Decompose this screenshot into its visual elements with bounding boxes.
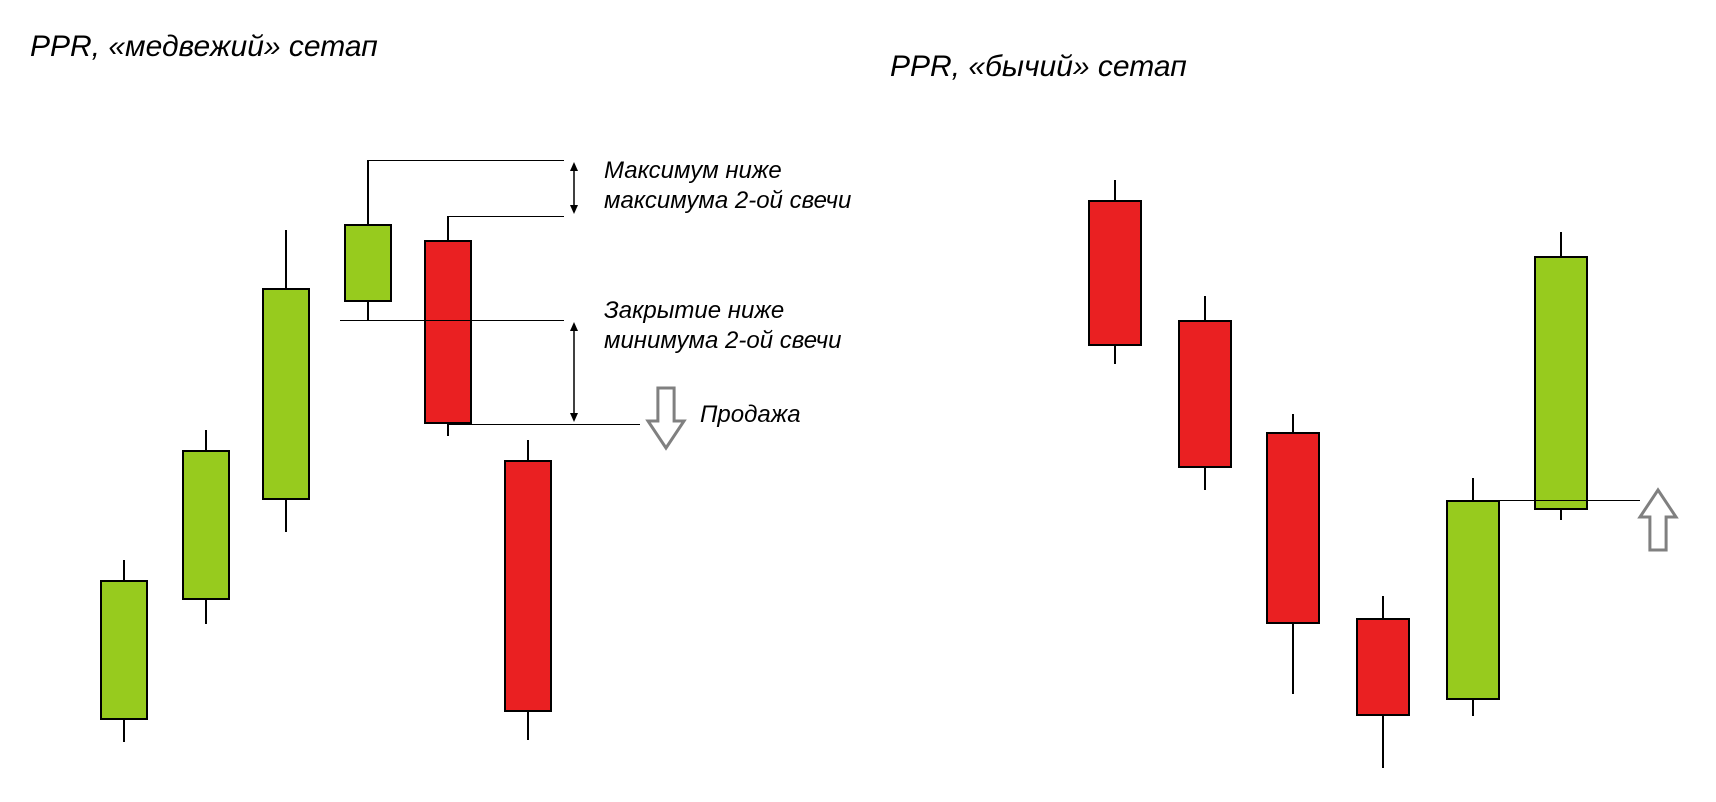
- bearish-guide-3: [448, 424, 640, 425]
- bearish-title: PPR, «медвежий» сетап: [30, 30, 378, 64]
- annotation-max: Максимум ниже максимума 2-ой свечи: [604, 156, 851, 216]
- annotation-sell-text: Продажа: [700, 401, 801, 428]
- annotation-max-line2: максимума 2-ой свечи: [604, 187, 851, 214]
- bullish-title: PPR, «бычий» сетап: [890, 50, 1187, 84]
- annotation-close: Закрытие ниже минимума 2-ой свечи: [604, 296, 841, 356]
- bearish-guide-1: [448, 216, 564, 217]
- bullish-candle-2-body: [1266, 432, 1320, 624]
- bearish-candle-4-body: [424, 240, 472, 424]
- bullish-candle-3-body: [1356, 618, 1410, 716]
- measure-arrow-0: [570, 162, 578, 214]
- annotation-max-line1: Максимум ниже: [604, 157, 782, 184]
- bearish-candle-1-body: [182, 450, 230, 600]
- bearish-guide-2: [340, 320, 564, 321]
- bearish-candle-2-body: [262, 288, 310, 500]
- figure-root: { "canvas": { "width": 1716, "height": 8…: [0, 0, 1716, 802]
- bullish-candle-1-body: [1178, 320, 1232, 468]
- bullish-candle-4-body: [1446, 500, 1500, 700]
- bullish-candle-5-body: [1534, 256, 1588, 510]
- bearish-guide-0: [368, 160, 564, 161]
- annotation-close-line2: минимума 2-ой свечи: [604, 327, 841, 354]
- bearish-candle-3-body: [344, 224, 392, 302]
- annotation-close-line1: Закрытие ниже: [604, 297, 784, 324]
- bullish-candle-0-body: [1088, 200, 1142, 346]
- bearish-candle-0-body: [100, 580, 148, 720]
- bullish-guide-0: [1450, 500, 1640, 501]
- buy-arrow-icon: [1640, 490, 1676, 550]
- bearish-candle-5-body: [504, 460, 552, 712]
- sell-arrow-icon: [648, 388, 684, 448]
- measure-arrow-1: [570, 322, 578, 422]
- annotation-sell: Продажа: [700, 400, 801, 430]
